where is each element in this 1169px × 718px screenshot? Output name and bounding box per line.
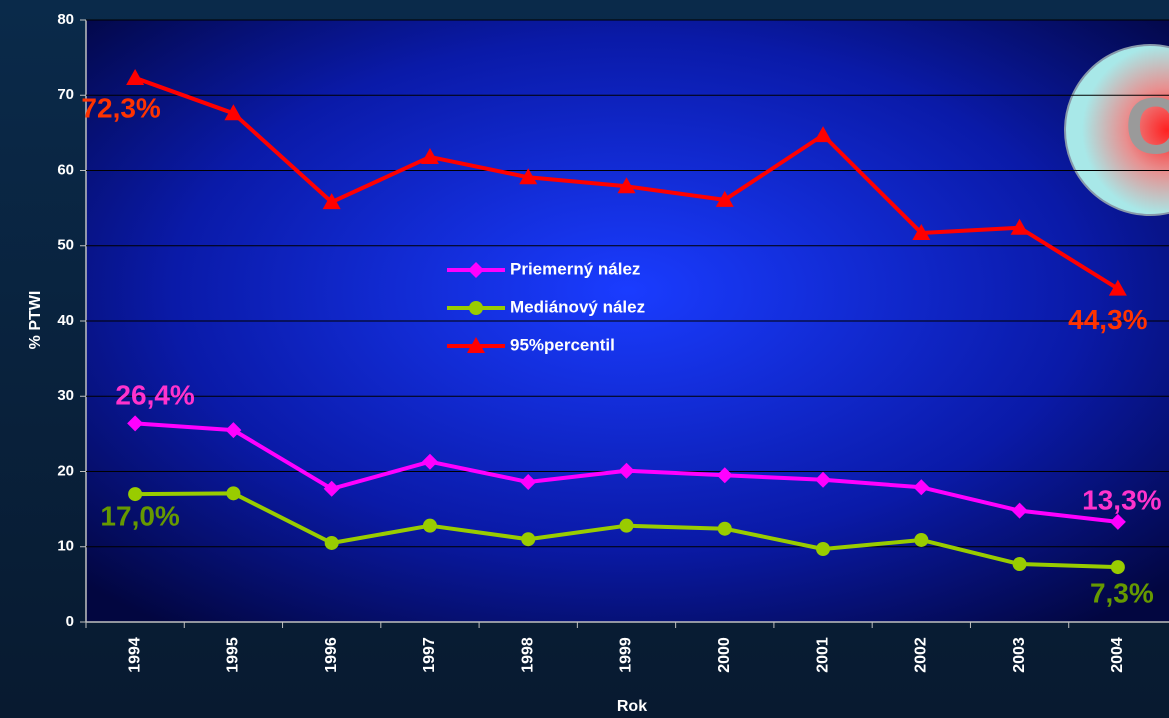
data-point	[421, 453, 438, 470]
x-tick-label: 2004	[1109, 637, 1126, 673]
data-point	[816, 542, 831, 557]
y-tick-label: 80	[57, 11, 74, 28]
x-tick-label: 2003	[1011, 637, 1028, 673]
legend-label: Mediánový nález	[510, 297, 645, 316]
data-point	[914, 532, 929, 547]
x-tick-label: 1997	[421, 637, 438, 673]
data-point	[323, 480, 340, 497]
y-tick-label: 70	[57, 86, 74, 103]
data-point	[814, 126, 833, 143]
data-point	[715, 190, 734, 207]
data-point	[226, 486, 241, 501]
y-tick-label: 10	[57, 538, 74, 555]
y-tick-label: 60	[57, 161, 74, 178]
data-point	[127, 415, 144, 432]
data-label: 17,0%	[100, 500, 179, 531]
data-label: 72,3%	[81, 92, 160, 123]
legend-label: 95%percentil	[510, 335, 615, 354]
x-tick-label: 1994	[126, 637, 143, 673]
data-point	[322, 193, 341, 210]
legend-marker	[468, 262, 484, 278]
data-label: 13,3%	[1082, 484, 1161, 515]
data-point	[224, 104, 243, 121]
data-point	[618, 462, 635, 479]
data-point	[619, 518, 634, 533]
data-point	[716, 467, 733, 484]
data-point	[519, 168, 538, 185]
y-tick-label: 50	[57, 237, 74, 254]
data-label: 26,4%	[115, 380, 194, 411]
legend-marker	[467, 337, 485, 353]
data-point	[1011, 502, 1028, 519]
data-point	[717, 521, 732, 536]
data-label: 7,3%	[1090, 577, 1154, 608]
data-point	[1012, 557, 1027, 572]
data-point	[1110, 560, 1125, 575]
x-tick-label: 2002	[913, 637, 930, 673]
data-point	[225, 422, 242, 439]
y-tick-label: 40	[57, 312, 74, 329]
data-point	[420, 147, 439, 164]
y-axis-title: % PTWI	[27, 291, 44, 350]
data-point	[521, 532, 536, 547]
legend-label: Priemerný nález	[510, 259, 640, 278]
x-tick-label: 1996	[323, 637, 340, 673]
y-tick-label: 20	[57, 462, 74, 479]
legend-marker	[469, 301, 483, 315]
x-tick-label: 1999	[618, 637, 635, 673]
data-point	[520, 474, 537, 491]
y-tick-label: 30	[57, 387, 74, 404]
data-point	[617, 177, 636, 194]
cd-badge	[1064, 44, 1169, 216]
data-label: 44,3%	[1068, 304, 1147, 335]
y-tick-label: 0	[66, 613, 74, 630]
data-point	[1010, 218, 1029, 235]
data-point	[1109, 513, 1126, 530]
x-axis-title: Rok	[617, 698, 647, 715]
x-tick-label: 2000	[716, 637, 733, 673]
x-tick-label: 1995	[225, 637, 242, 673]
data-point	[1108, 279, 1127, 296]
data-point	[912, 223, 931, 240]
data-point	[324, 535, 339, 550]
x-tick-label: 2001	[814, 637, 831, 673]
x-tick-label: 1998	[519, 637, 536, 673]
data-point	[422, 518, 437, 533]
data-point	[128, 487, 143, 502]
data-point	[126, 68, 145, 85]
data-point	[815, 471, 832, 488]
data-point	[913, 479, 930, 496]
annotation: Cd	[1125, 81, 1169, 170]
